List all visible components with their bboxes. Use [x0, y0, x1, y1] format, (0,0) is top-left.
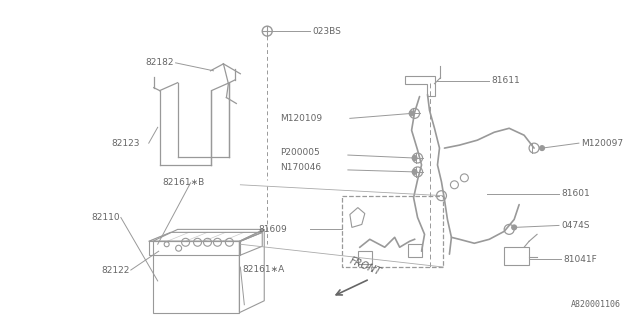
Text: 81611: 81611: [492, 76, 520, 85]
Text: 0474S: 0474S: [561, 221, 589, 230]
Text: A820001106: A820001106: [571, 300, 621, 309]
Circle shape: [412, 156, 417, 161]
Text: 023BS: 023BS: [312, 27, 341, 36]
Circle shape: [412, 169, 417, 174]
Circle shape: [540, 146, 545, 151]
Circle shape: [409, 111, 414, 116]
Text: 82123: 82123: [111, 139, 140, 148]
Text: N170046: N170046: [280, 164, 321, 172]
Text: 82110: 82110: [91, 213, 120, 222]
Text: P200005: P200005: [280, 148, 320, 156]
Text: 81609: 81609: [259, 225, 287, 234]
Text: FRONT: FRONT: [348, 255, 382, 277]
Circle shape: [511, 225, 516, 230]
Text: 82161∗A: 82161∗A: [243, 265, 285, 274]
Text: M120109: M120109: [280, 114, 323, 123]
Text: M120097: M120097: [581, 139, 623, 148]
Text: 81041F: 81041F: [563, 255, 596, 264]
Text: 82161∗B: 82161∗B: [163, 178, 205, 187]
Text: 82182: 82182: [146, 58, 174, 67]
Text: 82122: 82122: [101, 266, 129, 275]
Text: 81601: 81601: [561, 189, 589, 198]
